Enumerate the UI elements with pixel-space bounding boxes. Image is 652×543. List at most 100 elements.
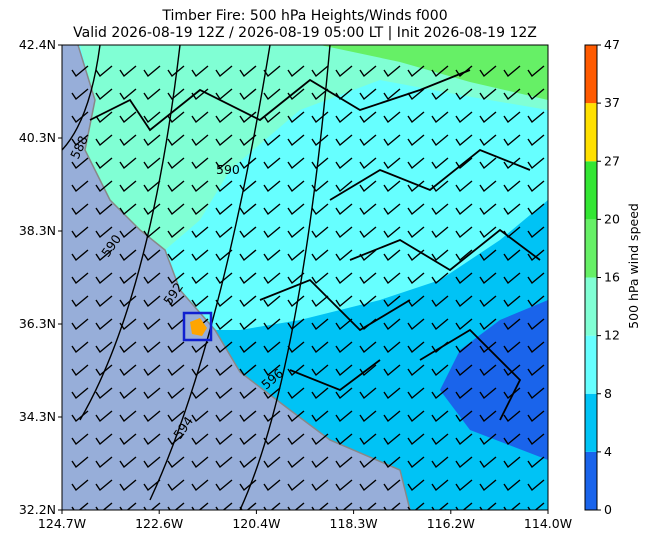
wind-barb [479, 318, 497, 331]
wind-barb [335, 341, 353, 354]
wind-barb [119, 502, 137, 510]
colorbar-band [585, 161, 597, 220]
wind-barb [287, 88, 305, 101]
wind-barb [239, 88, 257, 101]
y-tick-label: 36.3N [19, 316, 56, 331]
wind-barb [431, 157, 449, 170]
wind-barb [215, 203, 233, 216]
wind-barb [455, 65, 473, 78]
wind-barb [287, 502, 305, 510]
wind-barb [455, 479, 473, 492]
wind-barb [119, 272, 137, 285]
wind-barb [359, 226, 377, 239]
wind-barb [455, 111, 473, 124]
wind-barb [191, 203, 209, 216]
wind-barb [383, 203, 401, 216]
wind-barb [407, 295, 425, 308]
wind-barb [215, 433, 233, 446]
wind-barb [215, 134, 233, 147]
wind-barb [287, 226, 305, 239]
wind-barb [455, 134, 473, 147]
wind-barb [287, 456, 305, 469]
wind-barb [503, 226, 521, 239]
colorbar-tick-label: 47 [604, 37, 620, 52]
wind-barb [119, 295, 137, 308]
wind-barb [263, 295, 281, 308]
wind-barb [239, 387, 257, 400]
wind-barb [431, 203, 449, 216]
wind-barb [431, 364, 449, 377]
wind-barb [215, 456, 233, 469]
wind-barb [455, 318, 473, 331]
wind-barb [503, 65, 521, 78]
wind-barb [167, 249, 185, 262]
wind-barb [287, 249, 305, 262]
wind-barb [71, 249, 89, 262]
wind-barb [239, 272, 257, 285]
wind-barb [71, 180, 89, 193]
wind-barb [71, 433, 89, 446]
wind-barb [95, 410, 113, 423]
wind-barb [143, 88, 161, 101]
wind-barb [119, 479, 137, 492]
wind-barb [431, 65, 449, 78]
wind-barb [359, 456, 377, 469]
wind-barb [167, 272, 185, 285]
wind-barb [311, 410, 329, 423]
wind-barb [215, 410, 233, 423]
wind-barb [527, 157, 545, 170]
wind-barb [71, 341, 89, 354]
wind-barb [239, 341, 257, 354]
wind-band [320, 45, 548, 100]
wind-barb [167, 456, 185, 469]
wind-barb [95, 479, 113, 492]
wind-barb [191, 410, 209, 423]
wind-barb [191, 134, 209, 147]
wind-barb [119, 387, 137, 400]
wind-barb [95, 341, 113, 354]
wind-barb [167, 65, 185, 78]
wind-barb [143, 272, 161, 285]
wind-barb [167, 295, 185, 308]
wind-barb [431, 226, 449, 239]
wind-barb [95, 134, 113, 147]
wind-barb [263, 226, 281, 239]
wind-barb [311, 295, 329, 308]
wind-barb [335, 433, 353, 446]
wind-barb [167, 88, 185, 101]
wind-barb [503, 387, 521, 400]
wind-barb [503, 157, 521, 170]
wind-barb [95, 180, 113, 193]
wind-barb [527, 249, 545, 262]
wind-barb [335, 364, 353, 377]
wind-barb [359, 203, 377, 216]
wind-barb [167, 318, 185, 331]
wind-barb [119, 203, 137, 216]
wind-barb [191, 456, 209, 469]
wind-barb [71, 295, 89, 308]
wind-barb [191, 65, 209, 78]
colorbar-band [585, 451, 597, 510]
wind-barb [335, 88, 353, 101]
wind-barb [239, 203, 257, 216]
wind-barb [287, 157, 305, 170]
wind-barb [215, 88, 233, 101]
wind-barb [287, 134, 305, 147]
wind-barb [263, 341, 281, 354]
wind-barb [239, 318, 257, 331]
wind-barb [191, 479, 209, 492]
wind-barb [335, 65, 353, 78]
wind-barb [311, 364, 329, 377]
wind-barb [311, 249, 329, 262]
wind-barb [455, 203, 473, 216]
wind-barb [191, 180, 209, 193]
wind-barb [359, 295, 377, 308]
wind-barb [239, 502, 257, 510]
fire-perimeter [190, 318, 207, 336]
coastline [77, 45, 411, 510]
x-tick-label: 122.6W [135, 516, 183, 531]
wind-barb [263, 134, 281, 147]
wind-barb [407, 364, 425, 377]
wind-barb [455, 272, 473, 285]
